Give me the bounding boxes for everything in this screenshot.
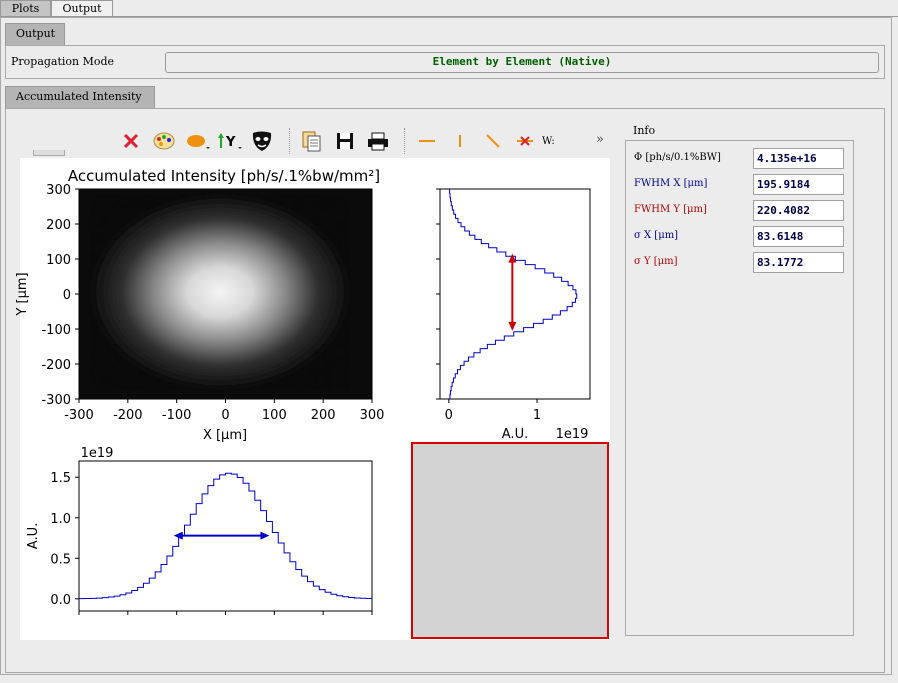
diag-line-icon[interactable] bbox=[479, 126, 507, 156]
info-label: FWHM X [μm] bbox=[634, 178, 708, 189]
tab-output[interactable]: Output bbox=[51, 0, 113, 18]
tab-plots[interactable]: Plots bbox=[0, 0, 51, 17]
info-value-field[interactable]: 195.9184 bbox=[753, 174, 844, 195]
print-icon[interactable] bbox=[364, 126, 392, 156]
propagation-label: Propagation Mode bbox=[11, 55, 115, 68]
info-panel bbox=[625, 140, 854, 636]
info-value-field[interactable]: 83.6148 bbox=[753, 226, 844, 247]
info-row: σ Y [μm] 83.1772 bbox=[628, 251, 850, 277]
ellipse-dropdown-icon[interactable] bbox=[184, 126, 212, 156]
info-title: Info bbox=[633, 124, 656, 137]
svg-text:Y: Y bbox=[225, 135, 236, 150]
toolbar-separator bbox=[404, 128, 406, 154]
info-label: σ X [μm] bbox=[634, 230, 679, 241]
tab-bar-line bbox=[0, 16, 898, 17]
info-row: FWHM X [μm] 195.9184 bbox=[628, 173, 850, 199]
info-value-field[interactable]: 83.1772 bbox=[753, 252, 844, 273]
propagation-mode-field: Element by Element (Native) bbox=[165, 52, 879, 73]
plot-canvas bbox=[20, 158, 610, 640]
tab-accumulated-intensity[interactable]: Accumulated Intensity bbox=[5, 86, 155, 108]
w-label: W: bbox=[542, 136, 555, 147]
info-label: σ Y [μm] bbox=[634, 256, 678, 267]
close-x-icon[interactable] bbox=[117, 126, 145, 156]
plot-scroll-handle[interactable] bbox=[33, 150, 65, 156]
delete-line-icon[interactable] bbox=[511, 126, 539, 156]
vline-icon[interactable] bbox=[446, 126, 474, 156]
save-icon[interactable] bbox=[331, 126, 359, 156]
info-label: FWHM Y [μm] bbox=[634, 204, 707, 215]
copy-icon[interactable] bbox=[297, 126, 325, 156]
info-row: σ X [μm] 83.6148 bbox=[628, 225, 850, 251]
tab-output-section[interactable]: Output bbox=[5, 23, 65, 45]
hline-icon[interactable] bbox=[413, 126, 441, 156]
info-row: Φ [ph/s/0.1%BW] 4.135e+16 bbox=[628, 147, 850, 173]
info-value-field[interactable]: 4.135e+16 bbox=[753, 148, 844, 169]
info-row: FWHM Y [μm] 220.4082 bbox=[628, 199, 850, 225]
toolbar-more-button[interactable]: » bbox=[596, 132, 604, 147]
mask-icon[interactable] bbox=[248, 126, 276, 156]
palette-icon[interactable] bbox=[150, 126, 178, 156]
info-value-field[interactable]: 220.4082 bbox=[753, 200, 844, 221]
info-label: Φ [ph/s/0.1%BW] bbox=[634, 152, 721, 163]
toolbar-separator bbox=[289, 128, 291, 154]
axis-y-dropdown-icon[interactable]: Y bbox=[216, 126, 244, 156]
